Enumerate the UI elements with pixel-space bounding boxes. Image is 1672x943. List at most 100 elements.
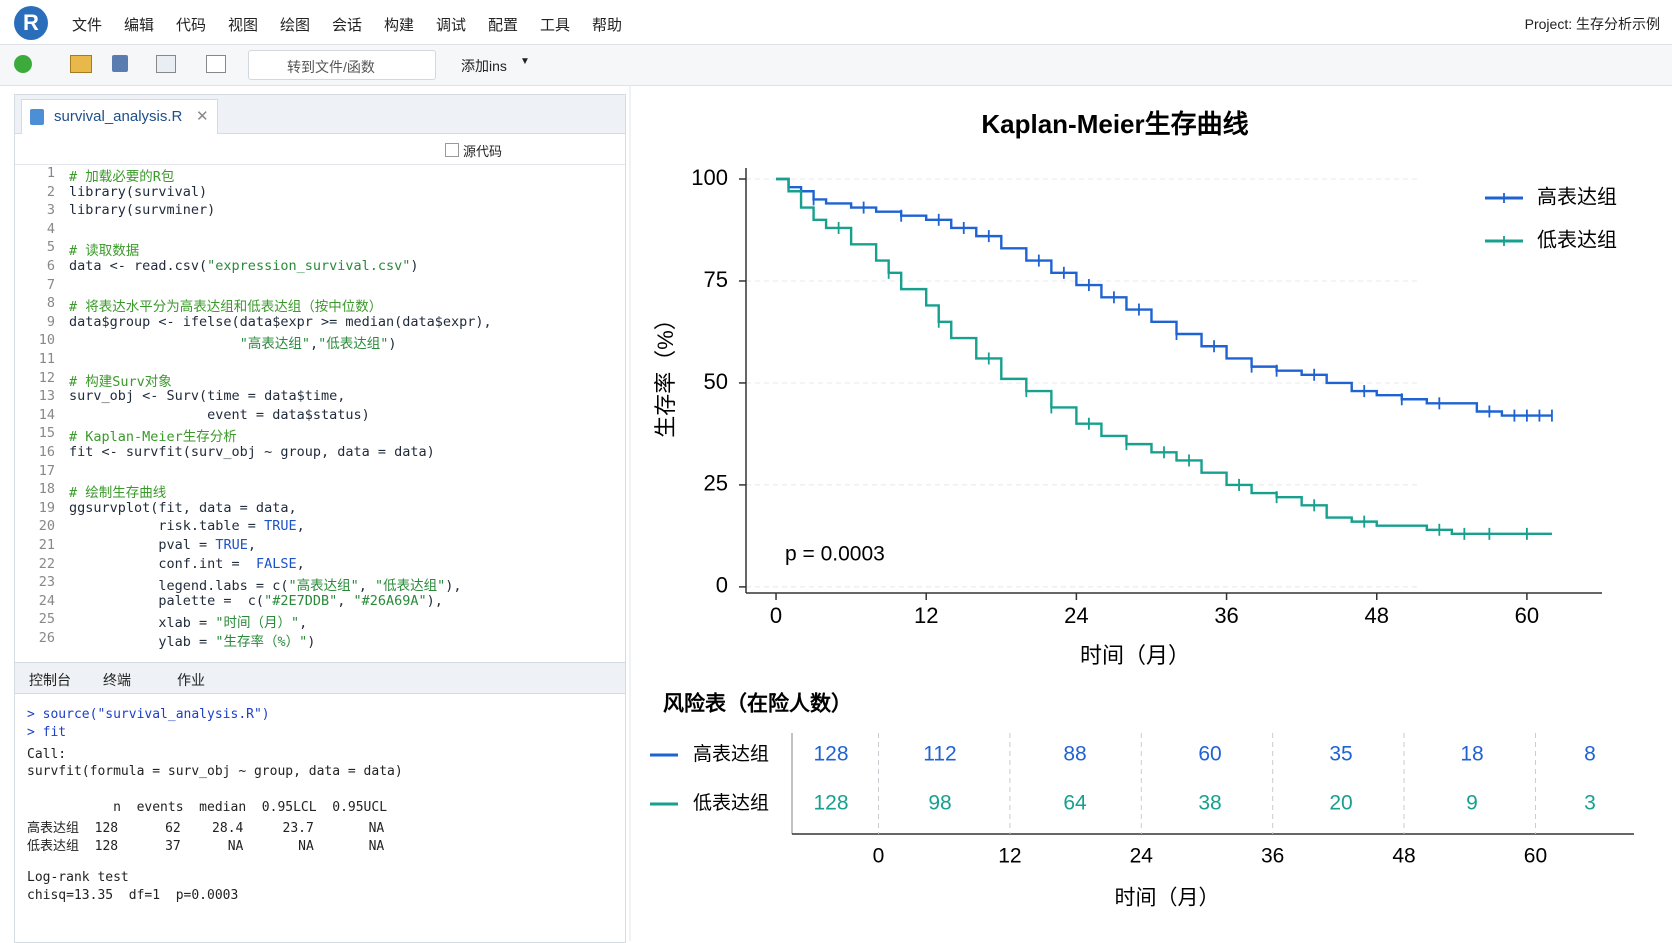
code-line: # 构建Surv对象 [69, 373, 172, 390]
console-line: > fit [27, 724, 67, 740]
close-tab[interactable]: ✕ [196, 108, 209, 125]
line-number: 10 [38, 332, 55, 349]
code-line: # Kaplan-Meier生存分析 [69, 429, 237, 446]
code-line: fit <- survfit(surv_obj ~ group, data = … [69, 444, 435, 460]
code-line: conf.int = FALSE, [69, 555, 305, 572]
save-all-icon[interactable] [156, 55, 176, 73]
console-line: 低表达组 128 37 NA NA NA [27, 838, 385, 854]
logo[interactable]: R [14, 6, 48, 40]
line-number: 8 [46, 295, 55, 312]
code-line: # 加载必要的R包 [69, 169, 175, 185]
y-tick-label: 75 [704, 267, 728, 292]
addins-arrow: ▼ [520, 56, 530, 67]
toolbar: 转到文件/函数 添加ins ▼ [0, 45, 1672, 86]
line-number: 26 [38, 630, 55, 646]
print-icon[interactable] [206, 55, 226, 73]
menu-item[interactable]: 文件 [72, 17, 103, 34]
x-tick-label: 48 [1364, 603, 1388, 628]
line-number: 3 [46, 202, 55, 219]
risk-tick-label: 0 [873, 845, 885, 868]
risk-count: 9 [1466, 792, 1478, 815]
line-number: 13 [38, 388, 55, 405]
menu-item[interactable]: 帮助 [592, 17, 623, 34]
risk-count: 18 [1460, 743, 1483, 766]
x-axis-label: 时间（月） [1080, 643, 1190, 668]
console-tab[interactable]: 控制台 [29, 672, 71, 688]
code-line: # 读取数据 [69, 243, 140, 260]
line-number: 24 [38, 592, 55, 609]
risk-tick-label: 36 [1261, 845, 1284, 868]
line-number: 5 [46, 239, 55, 256]
line-number: 12 [38, 369, 55, 386]
risk-x-label: 时间（月） [1115, 887, 1220, 910]
risk-group-label: 高表达组 [693, 743, 769, 765]
menu-item[interactable]: 编辑 [124, 17, 155, 34]
console-line: chisq=13.35 df=1 p=0.0003 [27, 887, 239, 903]
x-tick-label: 12 [914, 603, 938, 628]
risk-count: 38 [1198, 792, 1221, 815]
y-axis-label: 生存率（%） [653, 308, 678, 438]
code-line: legend.labs = c("高表达组", "低表达组"), [69, 578, 462, 595]
menu-item[interactable]: 会话 [332, 17, 363, 34]
survival-curve [776, 177, 1552, 417]
editor-tab[interactable]: survival_analysis.R ✕ [21, 99, 218, 134]
code-line: xlab = "时间（月）", [69, 615, 308, 632]
survival-curve [776, 177, 1552, 536]
line-number: 14 [38, 406, 55, 423]
menu-item[interactable]: 绘图 [280, 17, 311, 34]
menu-item[interactable]: 配置 [488, 17, 519, 34]
risk-count: 88 [1063, 743, 1086, 766]
risk-title: 风险表（在险人数） [663, 692, 852, 716]
goto-box[interactable]: 转到文件/函数 [248, 50, 436, 80]
risk-tick-label: 60 [1524, 845, 1547, 868]
code-line: ggsurvplot(fit, data = data, [69, 499, 297, 516]
file-icon [30, 109, 44, 125]
goto-text: 转到文件/函数 [287, 59, 375, 75]
code-line: # 绘制生存曲线 [69, 485, 167, 502]
code-line: surv_obj <- Surv(time = data$time, [69, 388, 346, 405]
console-line: n events median 0.95LCL 0.95UCL [27, 799, 388, 815]
code-line: pval = TRUE, [69, 537, 256, 553]
risk-tick-label: 12 [998, 845, 1021, 868]
editor-tabs: survival_analysis.R ✕ [15, 95, 625, 134]
x-tick-label: 60 [1515, 603, 1539, 628]
line-number: 2 [46, 183, 55, 200]
addins-menu[interactable]: 添加ins [461, 58, 507, 74]
console-tab[interactable]: 作业 [177, 672, 205, 688]
console[interactable]: > source("survival_analysis.R") > fit Call… [15, 693, 625, 942]
console-line: Log-rank test [27, 870, 129, 885]
code-line: event = data$status) [69, 406, 370, 423]
code-area[interactable]: 1 # 加载必要的R包 2 library(survival) 3 library(sur… [15, 165, 625, 665]
chart-title: Kaplan-Meier生存曲线 [981, 109, 1248, 139]
risk-tick-label: 24 [1130, 845, 1154, 868]
x-tick-label: 0 [770, 603, 782, 628]
menu-item[interactable]: 代码 [176, 17, 207, 34]
console-line: 高表达组 128 62 28.4 23.7 NA [27, 821, 385, 836]
save-icon[interactable] [112, 55, 128, 72]
new-file-icon[interactable] [14, 55, 32, 73]
line-number: 25 [38, 611, 55, 628]
risk-tick-label: 48 [1392, 845, 1415, 868]
risk-count: 98 [928, 792, 951, 815]
project-menu[interactable]: Project: 生存分析示例 [1524, 16, 1660, 32]
y-tick-label: 25 [704, 471, 728, 496]
line-number: 19 [38, 499, 55, 516]
p-value: p = 0.0003 [785, 543, 885, 566]
menu-item[interactable]: 工具 [540, 17, 571, 34]
code-line: data$group <- ifelse(data$expr >= median… [69, 313, 492, 330]
menu-item[interactable]: 视图 [228, 17, 259, 34]
open-icon[interactable] [70, 55, 92, 73]
source-label: 源代码 [463, 144, 503, 159]
menu-item[interactable]: 调试 [436, 17, 467, 34]
risk-count: 60 [1198, 743, 1221, 766]
risk-count: 20 [1329, 792, 1352, 815]
line-number: 22 [38, 555, 55, 572]
code-line: risk.table = TRUE, [69, 518, 305, 535]
line-number: 20 [38, 518, 55, 535]
line-number: 9 [46, 313, 55, 330]
menu-item[interactable]: 构建 [384, 17, 415, 34]
source-checkbox[interactable] [445, 143, 459, 157]
console-tab[interactable]: 终端 [103, 672, 131, 688]
line-number: 15 [38, 425, 55, 442]
y-tick-label: 50 [704, 369, 728, 394]
